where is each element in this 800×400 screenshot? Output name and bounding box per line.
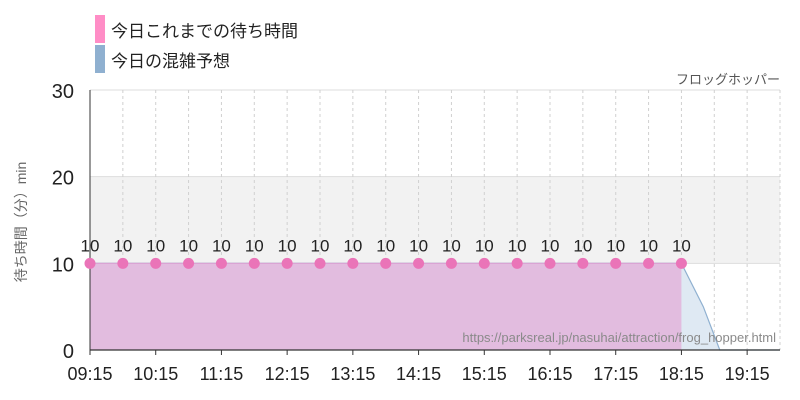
data-label-15: 10	[573, 236, 592, 255]
x-tick-label-2: 11:15	[200, 364, 244, 384]
data-point-13	[511, 257, 523, 269]
data-label-1: 10	[113, 236, 132, 255]
data-label-4: 10	[212, 236, 231, 255]
data-label-0: 10	[81, 236, 100, 255]
data-point-5	[248, 257, 260, 269]
data-label-13: 10	[508, 236, 527, 255]
data-point-17	[643, 257, 655, 269]
data-label-5: 10	[245, 236, 264, 255]
x-tick-label-6: 15:15	[462, 364, 507, 384]
legend-swatch-today-waits	[95, 15, 105, 43]
data-point-14	[544, 257, 556, 269]
y-tick-label-0: 0	[63, 341, 74, 363]
data-label-7: 10	[311, 236, 330, 255]
data-label-10: 10	[409, 236, 428, 255]
x-tick-label-4: 13:15	[330, 364, 375, 384]
source-url: https://parksreal.jp/nasuhai/attraction/…	[462, 330, 776, 345]
legend: 今日これまでの待ち時間 今日の混雑予想	[95, 14, 298, 74]
data-point-1	[117, 257, 129, 269]
data-point-0	[84, 257, 96, 269]
data-label-9: 10	[376, 236, 395, 255]
legend-item-forecast: 今日の混雑予想	[95, 44, 298, 74]
data-point-9	[380, 257, 392, 269]
data-label-6: 10	[278, 236, 297, 255]
x-tick-label-1: 10:15	[133, 364, 178, 384]
attraction-name: フロッグホッパー	[676, 72, 780, 87]
data-label-8: 10	[343, 236, 362, 255]
data-point-16	[610, 257, 622, 269]
data-label-17: 10	[639, 236, 658, 255]
actual-area	[90, 263, 682, 350]
y-axis-label: 待ち時間（分）min	[13, 162, 29, 283]
data-label-16: 10	[606, 236, 625, 255]
data-label-2: 10	[146, 236, 165, 255]
legend-swatch-forecast	[95, 45, 105, 73]
x-tick-label-5: 14:15	[396, 364, 441, 384]
data-point-18	[675, 257, 687, 269]
data-point-10	[413, 257, 425, 269]
data-point-11	[445, 257, 457, 269]
x-tick-label-0: 09:15	[67, 364, 112, 384]
data-point-8	[347, 257, 359, 269]
data-point-2	[150, 257, 162, 269]
legend-label-forecast: 今日の混雑予想	[111, 51, 230, 72]
legend-item-today-waits: 今日これまでの待ち時間	[95, 14, 298, 44]
data-point-3	[183, 257, 195, 269]
y-tick-label-2: 20	[52, 168, 74, 190]
data-label-14: 10	[541, 236, 560, 255]
x-tick-label-7: 16:15	[527, 364, 572, 384]
x-tick-label-10: 19:15	[725, 364, 770, 384]
data-point-15	[577, 257, 589, 269]
legend-label-today-waits: 今日これまでの待ち時間	[111, 21, 298, 42]
x-tick-label-8: 17:15	[593, 364, 638, 384]
data-point-4	[215, 257, 227, 269]
data-point-12	[478, 257, 490, 269]
y-tick-label-1: 10	[52, 254, 74, 276]
shaded-band	[90, 176, 780, 264]
data-label-12: 10	[475, 236, 494, 255]
y-tick-label-3: 30	[52, 81, 74, 103]
data-label-3: 10	[179, 236, 198, 255]
x-tick-label-9: 18:15	[659, 364, 704, 384]
data-point-6	[281, 257, 293, 269]
data-label-18: 10	[672, 236, 691, 255]
data-point-7	[314, 257, 326, 269]
data-label-11: 10	[442, 236, 461, 255]
x-tick-label-3: 12:15	[265, 364, 310, 384]
